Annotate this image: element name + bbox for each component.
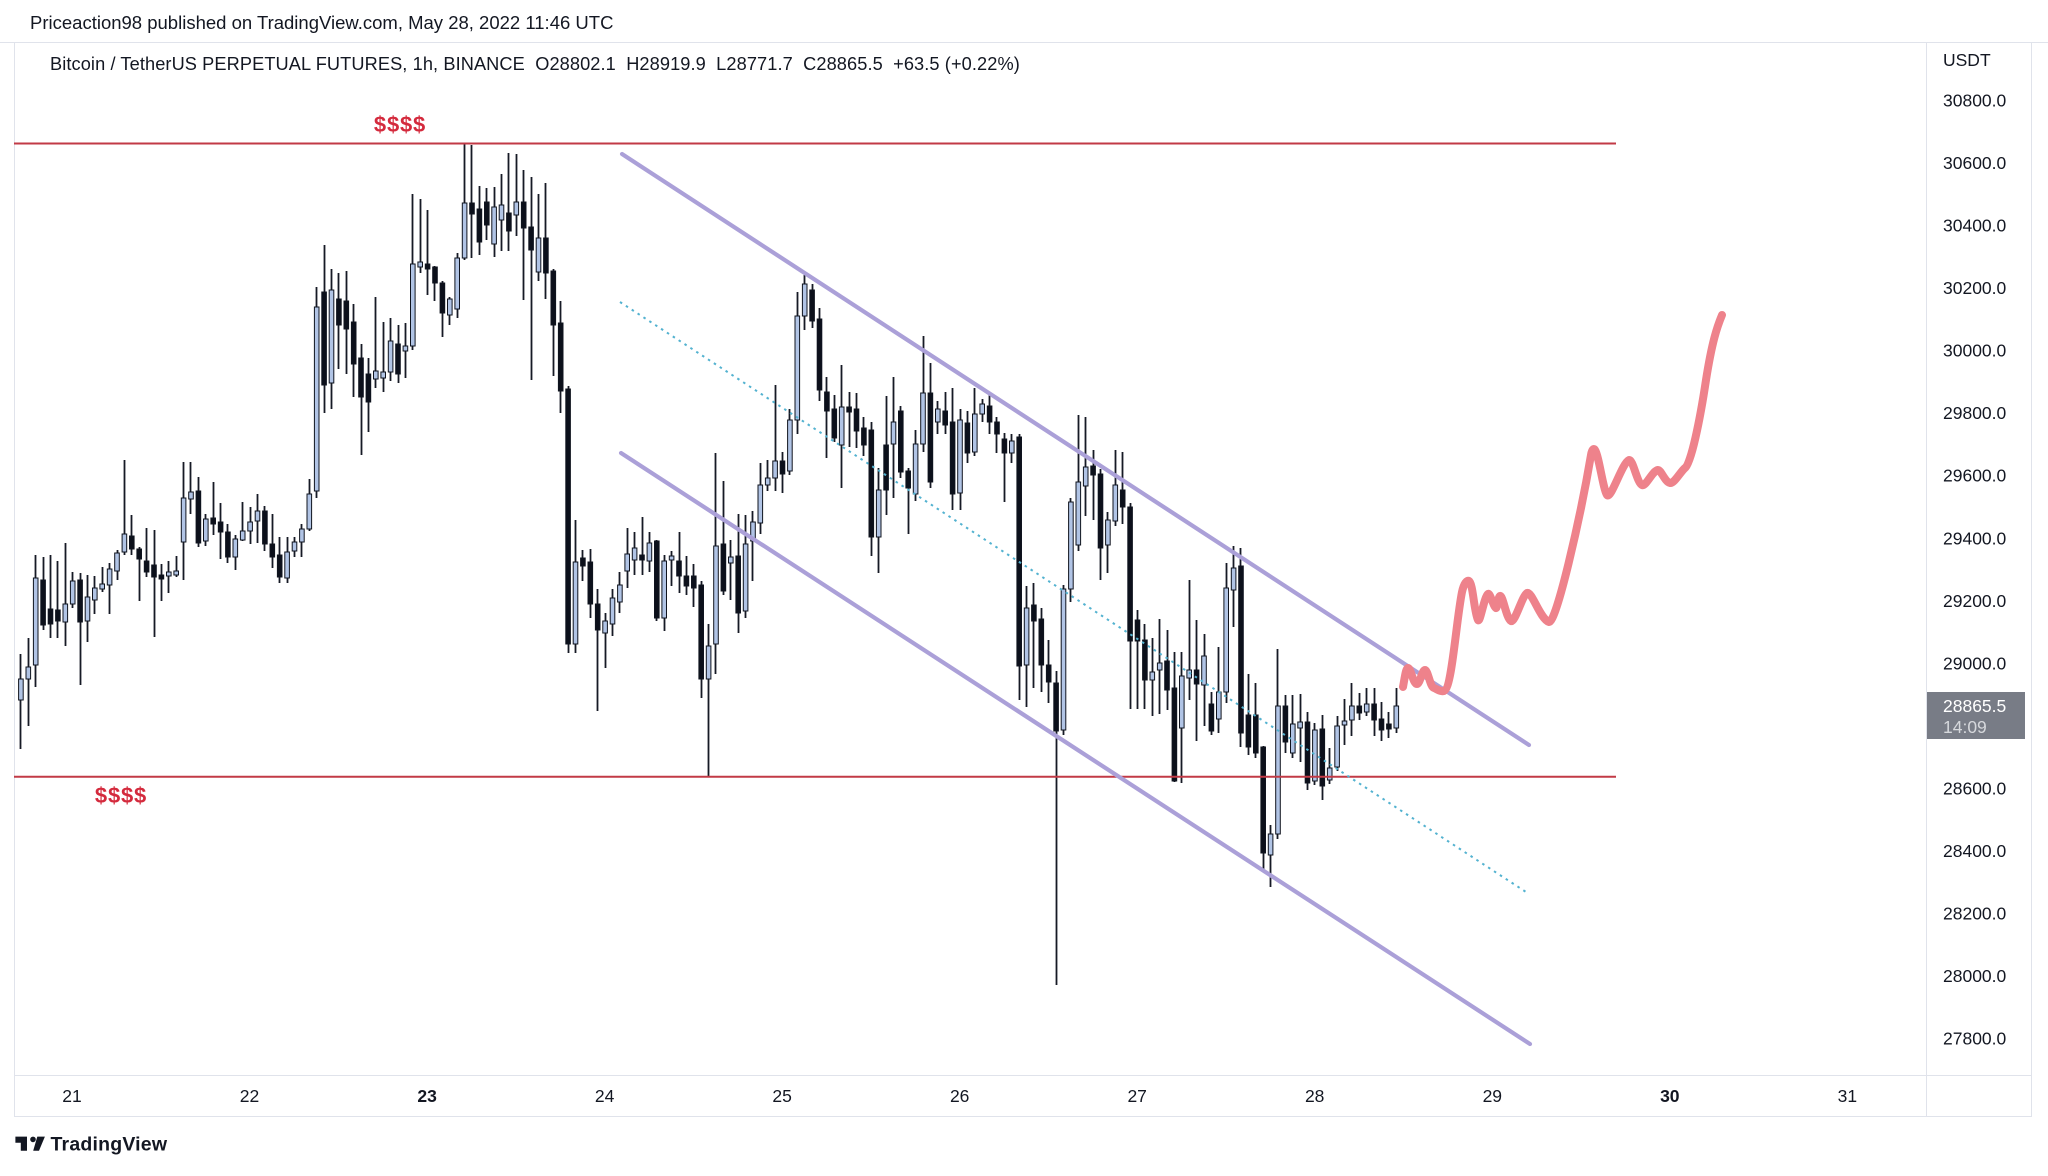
svg-text:25: 25 [772,1086,791,1106]
svg-text:30000.0: 30000.0 [1943,341,2007,361]
svg-text:30200.0: 30200.0 [1943,278,2007,298]
svg-text:14:09: 14:09 [1943,717,1987,737]
svg-text:30600.0: 30600.0 [1943,153,2007,173]
svg-text:30400.0: 30400.0 [1943,216,2007,236]
svg-text:$$$$: $$$$ [95,783,147,808]
svg-text:26: 26 [950,1086,969,1106]
svg-text:29800.0: 29800.0 [1943,403,2007,423]
svg-text:28600.0: 28600.0 [1943,778,2007,798]
svg-text:31: 31 [1838,1086,1857,1106]
svg-text:29000.0: 29000.0 [1943,653,2007,673]
svg-text:27: 27 [1127,1086,1146,1106]
svg-text:22: 22 [240,1086,259,1106]
svg-text:29200.0: 29200.0 [1943,591,2007,611]
svg-text:28000.0: 28000.0 [1943,966,2007,986]
svg-text:TradingView: TradingView [51,1134,168,1156]
svg-text:$$$$: $$$$ [374,112,426,137]
svg-text:Bitcoin / TetherUS PERPETUAL F: Bitcoin / TetherUS PERPETUAL FUTURES, 1h… [50,54,1020,74]
svg-text:28200.0: 28200.0 [1943,904,2007,924]
svg-text:23: 23 [417,1086,437,1106]
svg-text:21: 21 [62,1086,81,1106]
svg-text:29: 29 [1483,1086,1502,1106]
svg-text:29400.0: 29400.0 [1943,528,2007,548]
svg-text:Priceaction98 published on Tra: Priceaction98 published on TradingView.c… [30,12,613,33]
svg-text:28: 28 [1305,1086,1324,1106]
svg-text:28865.5: 28865.5 [1943,696,2006,716]
svg-text:27800.0: 27800.0 [1943,1029,2007,1049]
svg-text:24: 24 [595,1086,615,1106]
svg-text:28400.0: 28400.0 [1943,841,2007,861]
svg-text:30: 30 [1660,1086,1680,1106]
svg-text:USDT: USDT [1943,50,1991,70]
svg-text:30800.0: 30800.0 [1943,91,2007,111]
svg-text:29600.0: 29600.0 [1943,466,2007,486]
